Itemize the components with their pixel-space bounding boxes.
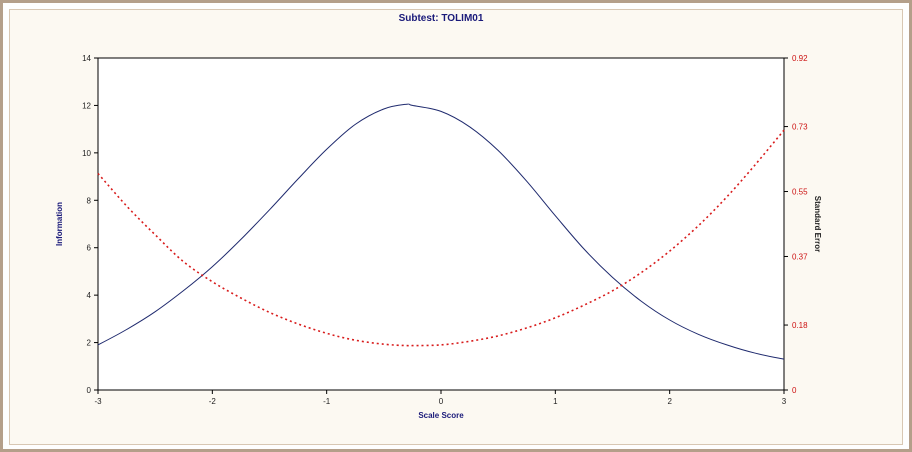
x-tick-label: -3 xyxy=(94,397,102,406)
x-tick-label: 3 xyxy=(782,397,787,406)
series-layer xyxy=(97,103,785,360)
y-axis-right-ticks: 0 0.18 0.37 0.55 0.73 0.92 xyxy=(784,54,808,395)
x-axis-label: Scale Score xyxy=(418,411,464,420)
x-tick-label: 2 xyxy=(667,397,672,406)
y-left-tick-label: 2 xyxy=(87,339,92,348)
y-axis-left-label: Information xyxy=(55,202,64,246)
y-right-tick-label: 0 xyxy=(792,386,797,395)
y-left-tick-label: 8 xyxy=(87,196,92,205)
y-left-tick-label: 14 xyxy=(82,54,91,63)
y-left-tick-label: 6 xyxy=(87,244,92,253)
y-axis-left-ticks: 0 2 4 6 8 10 12 14 xyxy=(82,54,98,395)
x-axis-ticks: -3 -2 -1 0 1 2 3 xyxy=(94,390,787,406)
y-right-tick-label: 0.92 xyxy=(792,54,808,63)
plot-area xyxy=(97,57,785,391)
y-left-tick-label: 4 xyxy=(87,291,92,300)
chart-title: Subtest: TOLIM01 xyxy=(399,13,484,24)
y-left-tick-label: 0 xyxy=(87,386,92,395)
y-axis-right-label: Standard Error xyxy=(813,196,822,252)
y-right-tick-label: 0.37 xyxy=(792,252,808,261)
x-tick-label: 1 xyxy=(553,397,558,406)
x-tick-label: 0 xyxy=(439,397,444,406)
x-tick-label: -1 xyxy=(323,397,331,406)
standard-error-curve xyxy=(97,129,785,347)
y-right-tick-label: 0.55 xyxy=(792,188,808,197)
y-left-tick-label: 12 xyxy=(82,101,91,110)
y-left-tick-label: 10 xyxy=(82,149,91,158)
information-curve xyxy=(97,103,785,360)
y-right-tick-label: 0.18 xyxy=(792,321,808,330)
y-right-tick-label: 0.73 xyxy=(792,123,808,132)
x-tick-label: -2 xyxy=(209,397,217,406)
